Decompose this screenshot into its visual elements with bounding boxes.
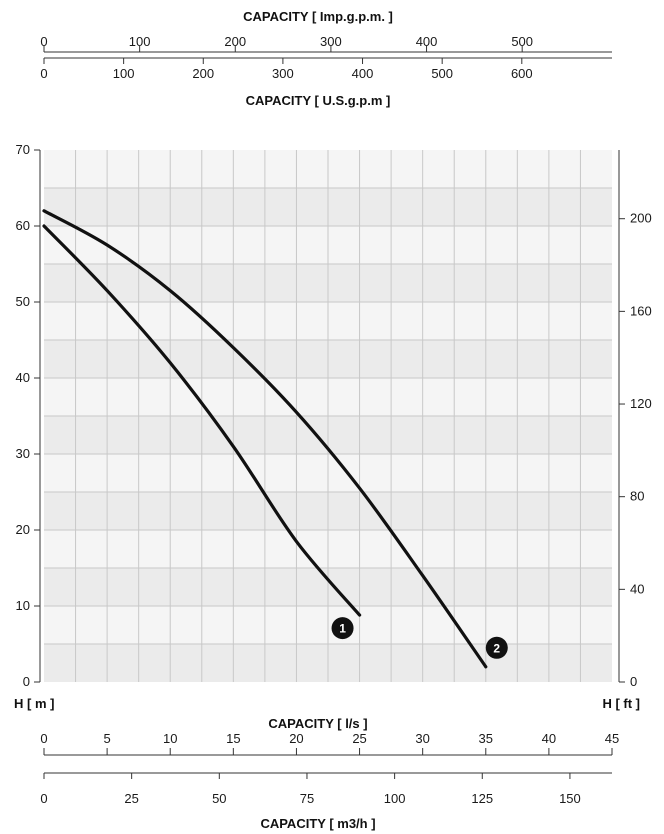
top-us-tick-label-500: 500 [431,66,453,81]
top-us-tick-label-400: 400 [352,66,374,81]
top-us-tick-label-600: 600 [511,66,533,81]
left-tick-label-0: 0 [23,674,30,689]
bottom-m3h-tick-label-100: 100 [384,791,406,806]
bottom-ls-tick-label-10: 10 [163,731,177,746]
top-imp-tick-label-500: 500 [511,34,533,49]
bottom-m3h-tick-label-75: 75 [300,791,314,806]
left-tick-label-40: 40 [16,370,30,385]
top-imp-tick-label-400: 400 [416,34,438,49]
bottom-ls-tick-label-40: 40 [542,731,556,746]
axes [34,46,625,779]
top-imp-tick-label-100: 100 [129,34,151,49]
top-us-tick-label-100: 100 [113,66,135,81]
top-us-tick-label-200: 200 [192,66,214,81]
curve-1 [42,224,362,617]
curve-marker-label-2: 2 [493,641,500,655]
right-axis-title: H [ ft ] [602,696,640,711]
curve-marker-1 [331,617,354,640]
right-tick-label-0: 0 [630,674,637,689]
curves [42,209,488,669]
bottom-m3h-tick-label-125: 125 [471,791,493,806]
curve-marker-label-1: 1 [339,622,346,636]
bottom-ls-title: CAPACITY [ l/s ] [268,716,367,731]
bottom-ls-tick-label-15: 15 [226,731,240,746]
bottom-ls-tick-label-0: 0 [40,731,47,746]
top-us-tick-label-0: 0 [40,66,47,81]
curve-marker-2 [485,636,508,659]
right-tick-label-80: 80 [630,489,644,504]
left-tick-label-20: 20 [16,522,30,537]
curve-2 [42,209,488,669]
bottom-m3h-tick-label-50: 50 [212,791,226,806]
top-us-tick-label-300: 300 [272,66,294,81]
axis-titles: CAPACITY [ Imp.g.p.m. ] CAPACITY [ U.S.g.… [14,9,640,831]
right-tick-label-160: 160 [630,303,652,318]
bottom-m3h-tick-label-25: 25 [124,791,138,806]
top-imp-title: CAPACITY [ Imp.g.p.m. ] [243,9,393,24]
bottom-ls-tick-label-25: 25 [352,731,366,746]
top-us-title: CAPACITY [ U.S.g.p.m ] [246,93,391,108]
right-tick-label-200: 200 [630,211,652,226]
right-tick-label-120: 120 [630,396,652,411]
bottom-m3h-title: CAPACITY [ m3/h ] [260,816,375,831]
curve-markers: 12 [331,617,508,659]
left-tick-label-60: 60 [16,218,30,233]
left-axis-title: H [ m ] [14,696,54,711]
left-tick-label-70: 70 [16,142,30,157]
grid [44,150,612,682]
top-imp-tick-label-300: 300 [320,34,342,49]
left-tick-label-30: 30 [16,446,30,461]
bottom-ls-tick-label-45: 45 [605,731,619,746]
top-imp-tick-label-0: 0 [40,34,47,49]
bottom-ls-tick-label-5: 5 [103,731,110,746]
left-tick-label-50: 50 [16,294,30,309]
right-tick-label-40: 40 [630,581,644,596]
bottom-m3h-tick-label-0: 0 [40,791,47,806]
bottom-ls-tick-label-35: 35 [479,731,493,746]
left-tick-label-10: 10 [16,598,30,613]
bottom-ls-tick-label-20: 20 [289,731,303,746]
bottom-m3h-tick-label-150: 150 [559,791,581,806]
bottom-ls-tick-label-30: 30 [415,731,429,746]
top-imp-tick-label-200: 200 [224,34,246,49]
